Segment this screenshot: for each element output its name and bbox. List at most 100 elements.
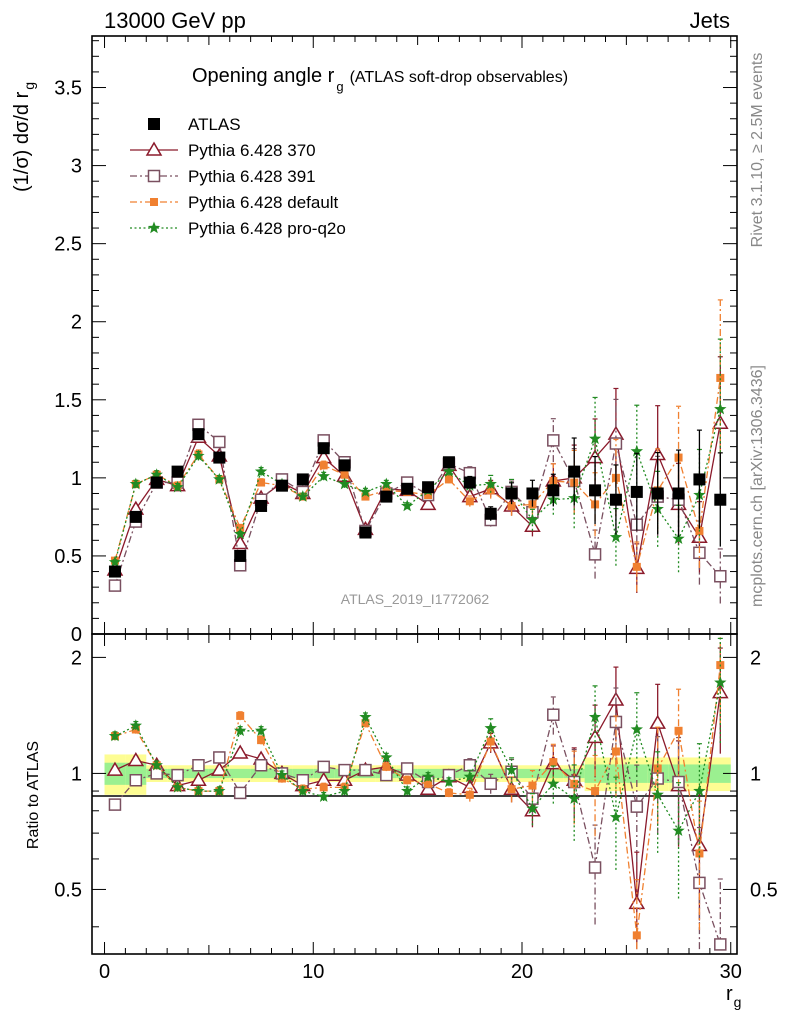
main-plot-series: [106, 299, 729, 604]
point-pythia-6-428-pro-q2o-5: [213, 472, 226, 485]
ratio-point-pythia-6-428-default-18: [486, 737, 495, 746]
process-label: Jets: [690, 8, 730, 33]
ratio-point-pythia-6-428-default-24: [611, 747, 620, 756]
ratio-point-pythia-6-428-391-13: [380, 768, 393, 782]
legend-label-atlas: ATLAS: [188, 115, 241, 134]
ratio-point-pythia-6-428-default-25: [632, 931, 641, 940]
point-pythia-6-428-pro-q2o-23: [588, 432, 602, 445]
point-pythia-6-428-pro-q2o-14: [401, 499, 414, 512]
point-pythia-6-428-pro-q2o-10: [317, 469, 330, 482]
ratio-point-pythia-6-428-391-3: [171, 768, 184, 782]
ratio-point-pythia-6-428-pro-q2o-0: [108, 729, 122, 742]
point-atlas-12: [359, 526, 372, 539]
ratio-point-pythia-6-428-default-21: [549, 758, 558, 767]
y-tick-label-3.5: 3.5: [54, 78, 82, 100]
point-pythia-6-428-default-29: [716, 373, 725, 382]
series-atlas: [108, 428, 727, 578]
chart-title-note: (ATLAS soft-drop observables): [350, 69, 568, 86]
ratio-tick-label-left-0.5: 0.5: [54, 879, 82, 901]
analysis-watermark: ATLAS_2019_I1772062: [341, 591, 490, 607]
point-atlas-1: [129, 510, 142, 523]
ratio-point-pythia-6-428-pro-q2o-27: [672, 824, 685, 836]
point-atlas-24: [609, 493, 622, 506]
point-pythia-6-428-default-7: [257, 478, 266, 487]
ratio-point-pythia-6-428-default-13: [382, 762, 391, 771]
x-tick-label-10: 10: [302, 961, 324, 983]
legend-marker-pythia-6-428-pro-q2o: [147, 221, 161, 234]
ratio-point-pythia-6-428-pro-q2o-9: [296, 784, 309, 797]
ratio-series-pythia-6-428-pro-q2o: [108, 637, 727, 899]
ratio-line-pythia-6-428-default: [114, 665, 721, 936]
ratio-line-pythia-6-428-pro-q2o: [114, 682, 721, 833]
ratio-point-pythia-6-428-default-23: [591, 787, 600, 796]
stat-band-bin-7: [250, 768, 272, 779]
ratio-point-pythia-6-428-pro-q2o-19: [505, 763, 518, 776]
stat-band-bin-20: [522, 768, 543, 779]
legend-label-pythia-6-428-370: Pythia 6.428 370: [188, 141, 316, 160]
ratio-tick-label-right-0.5: 0.5: [750, 879, 778, 901]
point-pythia-6-428-pro-q2o-25: [630, 444, 643, 457]
ratio-point-pythia-6-428-default-16: [444, 788, 453, 797]
ratio-point-pythia-6-428-370-6: [231, 744, 249, 759]
point-atlas-3: [171, 465, 184, 478]
point-pythia-6-428-pro-q2o-9: [296, 490, 309, 502]
y-axis-label-main: (1/σ) dσ/d r: [11, 91, 33, 192]
point-atlas-16: [442, 456, 455, 469]
ratio-point-pythia-6-428-default-12: [361, 719, 370, 728]
ratio-point-pythia-6-428-pro-q2o-4: [192, 784, 205, 797]
point-atlas-15: [422, 481, 435, 494]
point-pythia-6-428-default-10: [319, 461, 328, 470]
ratio-point-pythia-6-428-pro-q2o-15: [421, 770, 435, 783]
line-pythia-6-428-default: [114, 377, 721, 568]
ratio-point-pythia-6-428-391-10: [317, 760, 330, 774]
ratio-point-pythia-6-428-pro-q2o-29: [714, 676, 727, 688]
ratio-point-pythia-6-428-default-6: [236, 711, 245, 720]
ratio-point-pythia-6-428-391-6: [233, 786, 247, 800]
point-pythia-6-428-pro-q2o-2: [150, 468, 163, 480]
y-axis-label: (1/σ) dσ/d rg: [11, 82, 37, 192]
ratio-point-pythia-6-428-pro-q2o-3: [171, 780, 184, 793]
ratio-point-pythia-6-428-pro-q2o-1: [129, 719, 142, 731]
y-tick-label-0.5: 0.5: [54, 546, 82, 568]
point-atlas-28: [693, 473, 706, 486]
point-atlas-13: [380, 490, 393, 503]
ratio-point-pythia-6-428-pro-q2o-18: [484, 721, 497, 734]
point-pythia-6-428-pro-q2o-1: [129, 477, 142, 490]
ratio-point-pythia-6-428-391-5: [213, 751, 226, 764]
ratio-point-pythia-6-428-pro-q2o-21: [547, 777, 560, 789]
ratio-tick-label-left-1: 1: [71, 763, 82, 785]
legend-marker-atlas: [148, 118, 160, 130]
y-tick-label-3: 3: [71, 156, 82, 178]
ratio-point-pythia-6-428-391-21: [547, 708, 560, 721]
point-pythia-6-428-default-17: [465, 497, 474, 506]
series-pythia-6-428-default: [110, 299, 725, 592]
point-pythia-6-428-default-15: [424, 491, 433, 500]
stat-band-bin-24: [605, 764, 627, 783]
ratio-point-pythia-6-428-pro-q2o-26: [651, 788, 664, 801]
ratio-point-pythia-6-428-391-0: [108, 798, 122, 811]
point-pythia-6-428-pro-q2o-24: [609, 530, 623, 543]
ratio-point-pythia-6-428-pro-q2o-10: [317, 790, 330, 802]
ratio-point-pythia-6-428-391-4: [192, 759, 205, 772]
stat-band-bin-9: [292, 768, 314, 779]
point-atlas-29: [714, 493, 727, 506]
point-atlas-23: [589, 484, 602, 497]
ratio-point-pythia-6-428-pro-q2o-24: [609, 810, 623, 823]
point-pythia-6-428-391-29: [714, 569, 727, 583]
point-atlas-27: [672, 487, 685, 500]
energy-label: 13000 GeV pp: [104, 8, 246, 33]
ratio-point-pythia-6-428-pro-q2o-25: [630, 723, 643, 735]
point-pythia-6-428-pro-q2o-6: [234, 527, 247, 540]
ratio-point-pythia-6-428-default-26: [653, 764, 662, 773]
legend: ATLAS Pythia 6.428 370 Pythia 6.428 391 Pyt…: [130, 115, 346, 238]
ratio-tick-label-left-2: 2: [71, 647, 82, 669]
point-pythia-6-428-391-5: [213, 435, 226, 449]
ratio-point-pythia-6-428-pro-q2o-28: [693, 784, 706, 797]
point-pythia-6-428-default-12: [361, 492, 370, 501]
x-tick-label-20: 20: [511, 961, 533, 983]
point-atlas-21: [547, 484, 560, 497]
x-tick-label-0: 0: [99, 961, 110, 983]
ratio-point-pythia-6-428-pro-q2o-22: [568, 792, 581, 804]
ratio-tick-label-right-2: 2: [750, 647, 761, 669]
